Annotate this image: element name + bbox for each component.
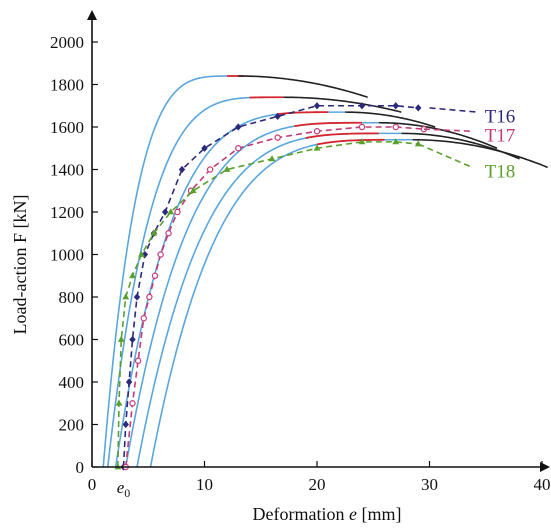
x-tick-label: 40 <box>534 475 551 494</box>
model-curve-falling <box>345 111 436 128</box>
T17-marker <box>146 293 153 301</box>
model-curves-layer <box>102 75 548 468</box>
T17-marker <box>174 208 181 216</box>
T16-leader <box>429 107 478 113</box>
T16-marker <box>392 102 399 110</box>
T17-marker <box>140 315 147 322</box>
T16-marker <box>274 112 281 120</box>
T16-marker <box>133 293 141 301</box>
T18-marker <box>223 165 231 172</box>
T18-marker <box>167 208 175 215</box>
T18-marker <box>117 335 125 342</box>
T17-marker <box>134 357 142 364</box>
model-curve-peak <box>316 138 385 146</box>
T16-line <box>122 104 419 468</box>
T17-marker <box>206 166 214 173</box>
T16-marker <box>415 104 422 112</box>
T18-line <box>117 141 419 468</box>
y-tick-label: 2000 <box>50 33 84 52</box>
T16-marker <box>235 123 242 131</box>
T17-marker <box>129 400 136 407</box>
y-tick-label: 1400 <box>50 161 84 180</box>
axes-layer <box>87 10 550 472</box>
T18-label: T18 <box>485 162 516 183</box>
model-curve-falling <box>238 75 368 99</box>
T18-marker <box>150 229 158 236</box>
x-axis-title: Deformation e [mm] <box>253 504 402 524</box>
T17-label: T17 <box>485 125 516 146</box>
T18-marker <box>115 399 123 406</box>
T17-series <box>122 123 428 471</box>
model-curve-rising <box>124 121 379 468</box>
T16-marker <box>201 144 208 152</box>
e0-label: e0 <box>117 478 131 500</box>
T18-marker <box>122 293 130 300</box>
T16-marker <box>178 165 186 174</box>
x-tick-label: 10 <box>196 475 213 494</box>
T17-marker <box>313 128 321 135</box>
model-curve-rising <box>102 75 239 468</box>
y-tick-label: 1000 <box>50 246 84 265</box>
x-tick-label: 0 <box>88 475 97 494</box>
T18-leader <box>417 143 473 169</box>
model-curve-falling <box>412 138 548 169</box>
T18-marker <box>313 144 321 151</box>
T17-marker <box>165 230 172 237</box>
T18-marker <box>268 155 276 162</box>
T18-marker <box>129 271 136 279</box>
T17-marker <box>157 251 164 258</box>
T18-marker <box>392 138 400 145</box>
T16-marker <box>161 208 169 216</box>
model-curve-peak <box>277 111 329 116</box>
T17-marker <box>235 145 242 152</box>
T18-marker <box>358 138 366 145</box>
T17-line <box>124 126 424 468</box>
y-tick-label: 600 <box>59 331 85 350</box>
y-tick-label: 0 <box>76 458 85 477</box>
test-series-layer <box>114 102 428 471</box>
model-curve-peak <box>305 132 379 139</box>
T16-marker <box>313 102 321 110</box>
x-tick-label: 30 <box>421 475 438 494</box>
T16-marker <box>125 378 133 386</box>
x-tick-label: 20 <box>309 475 326 494</box>
model-curve-rising <box>114 111 346 468</box>
model-curve-falling <box>283 96 402 113</box>
model-curve-rising <box>106 96 284 468</box>
T18-series <box>114 138 422 470</box>
ticks-layer: 0 10 20 30 400200400600800100012001400160018… <box>50 33 551 494</box>
T16-marker <box>358 102 366 110</box>
T17-leader <box>423 128 473 133</box>
model-curve-peak <box>294 121 363 128</box>
y-tick-label: 1800 <box>50 76 84 95</box>
y-tick-label: 1200 <box>50 203 84 222</box>
y-tick-label: 1600 <box>50 118 84 137</box>
T17-marker <box>151 272 159 279</box>
y-tick-label: 800 <box>59 288 85 307</box>
T16-label: T16 <box>485 106 516 127</box>
T16-marker <box>122 420 129 429</box>
y-axis-arrow <box>87 10 97 20</box>
T17-marker <box>274 134 281 141</box>
T17-marker <box>392 123 399 131</box>
y-tick-label: 200 <box>59 416 85 435</box>
y-axis-title: Load-action F [kN] <box>10 195 30 335</box>
y-tick-label: 400 <box>59 373 85 392</box>
T18-marker <box>138 250 145 257</box>
T18-marker <box>189 186 197 194</box>
T17-marker <box>358 123 366 131</box>
T16-marker <box>129 335 136 344</box>
